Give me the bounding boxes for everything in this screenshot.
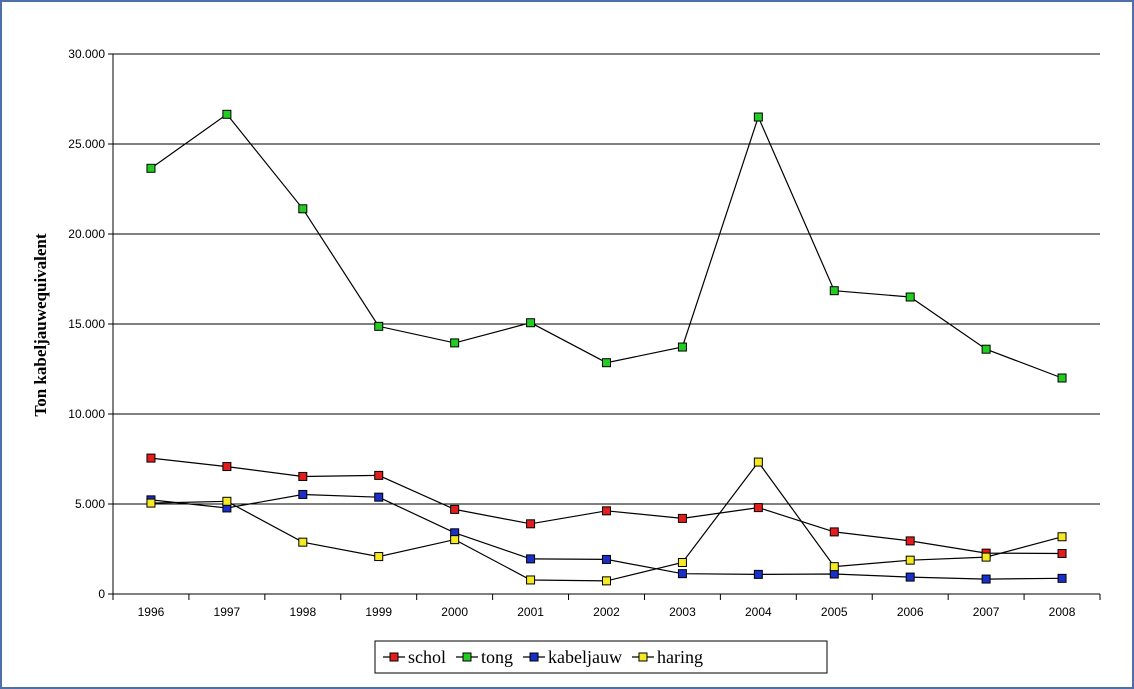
data-point-kabeljauw (298, 489, 308, 499)
data-point-tong (602, 358, 611, 368)
data-point-tong (450, 338, 460, 348)
x-tick-label: 2004 (745, 605, 772, 619)
x-tick-label: 2002 (593, 605, 620, 619)
data-point-schol (298, 471, 308, 481)
data-point-tong (981, 344, 991, 354)
data-point-haring (905, 555, 915, 565)
y-tick-label: 30.000 (68, 47, 105, 61)
data-point-kabeljauw (981, 574, 991, 584)
x-tick-label: 1999 (365, 605, 392, 619)
data-point-schol (905, 536, 915, 546)
data-point-haring (222, 496, 232, 506)
series-line-tong (150, 113, 1063, 379)
data-point-schol (677, 513, 687, 523)
data-point-tong (753, 112, 763, 122)
data-point-schol (222, 462, 232, 472)
data-point-haring (753, 457, 763, 467)
data-point-kabeljauw (905, 572, 915, 582)
data-point-haring (374, 552, 384, 562)
data-point-tong (829, 286, 839, 296)
x-tick-label: 1996 (138, 605, 165, 619)
data-point-tong (905, 292, 915, 302)
data-point-tong (526, 318, 536, 328)
data-point-haring (677, 558, 687, 567)
data-point-tong (374, 321, 384, 331)
data-point-tong (146, 163, 156, 173)
y-axis-title: Ton kabeljauwequivalent (31, 233, 50, 416)
data-point-haring (981, 552, 991, 562)
x-tick-label: 2000 (441, 605, 468, 619)
y-tick-label: 5.000 (75, 497, 105, 511)
x-tick-label: 2008 (1049, 605, 1076, 619)
data-point-schol (146, 453, 156, 463)
x-tick-label: 1997 (214, 605, 241, 619)
legend-marker-tong (462, 652, 472, 662)
data-point-schol (450, 504, 460, 514)
x-tick-label: 2001 (517, 605, 544, 619)
data-point-schol (602, 506, 611, 516)
data-point-kabeljauw (526, 554, 536, 564)
data-point-schol (526, 519, 536, 529)
data-point-kabeljauw (602, 554, 611, 564)
data-point-kabeljauw (829, 569, 839, 579)
legend-label-kabeljauw: kabeljauw (548, 647, 622, 667)
y-tick-label: 0 (98, 587, 105, 601)
data-point-schol (829, 527, 839, 537)
series-line-schol (150, 457, 1063, 555)
data-point-haring (526, 575, 536, 585)
data-point-tong (1057, 373, 1067, 383)
data-point-kabeljauw (677, 569, 687, 579)
legend-marker-kabeljauw (529, 652, 539, 662)
data-point-schol (374, 470, 384, 480)
x-tick-label: 2005 (821, 605, 848, 619)
data-point-tong (298, 204, 308, 214)
legend-box (374, 640, 828, 674)
data-point-kabeljauw (753, 569, 763, 579)
data-point-schol (1057, 549, 1067, 558)
data-point-tong (222, 109, 232, 119)
legend-label-schol: schol (408, 647, 446, 667)
legend-marker-haring (638, 652, 648, 662)
x-tick-label: 1998 (289, 605, 316, 619)
data-point-schol (753, 503, 763, 513)
y-tick-label: 20.000 (68, 227, 105, 241)
y-tick-label: 15.000 (68, 317, 105, 331)
data-point-kabeljauw (374, 492, 384, 502)
y-tick-label: 10.000 (68, 407, 105, 421)
legend-label-tong: tong (481, 647, 513, 667)
x-tick-label: 2006 (897, 605, 924, 619)
x-tick-label: 2007 (973, 605, 1000, 619)
data-point-haring (450, 535, 460, 545)
data-point-haring (829, 562, 839, 572)
data-point-tong (677, 342, 687, 352)
data-point-haring (1057, 532, 1067, 542)
legend-label-haring: haring (657, 647, 703, 667)
y-tick-label: 25.000 (68, 137, 105, 151)
data-point-haring (602, 576, 611, 586)
legend-marker-schol (389, 652, 399, 662)
data-point-haring (298, 537, 308, 547)
data-point-kabeljauw (1057, 573, 1067, 583)
x-tick-label: 2003 (669, 605, 696, 619)
data-point-haring (146, 498, 156, 508)
